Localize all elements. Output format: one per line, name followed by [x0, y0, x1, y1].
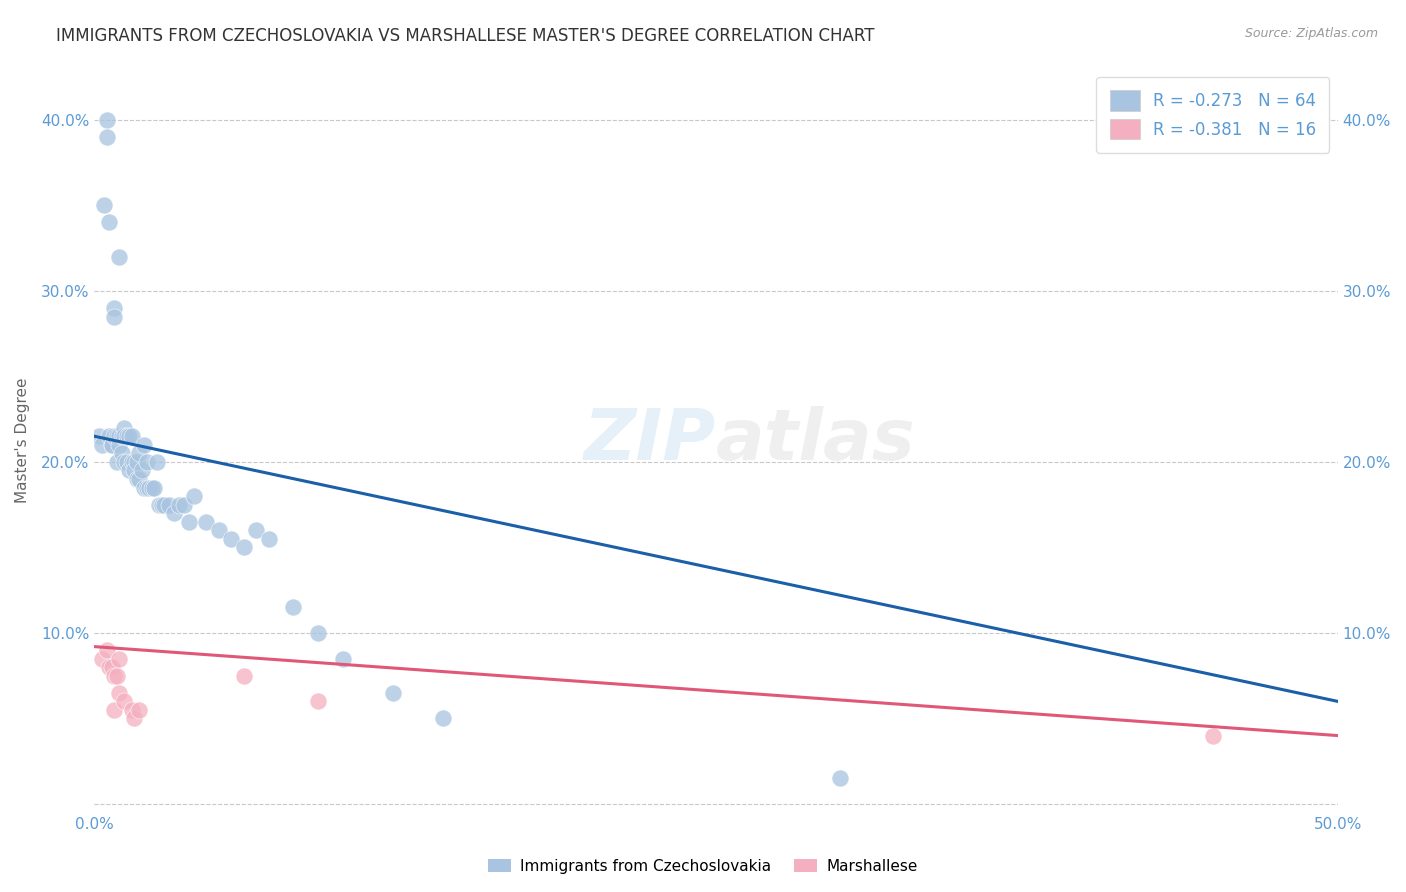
- Point: [135, 481, 157, 495]
- Text: IMMIGRANTS FROM CZECHOSLOVAKIA VS MARSHALLESE MASTER'S DEGREE CORRELATION CHART: IMMIGRANTS FROM CZECHOSLOVAKIA VS MARSHA…: [56, 27, 875, 45]
- Point: [125, 455, 148, 469]
- Point: [108, 651, 131, 665]
- Point: [98, 429, 121, 443]
- Point: [103, 703, 125, 717]
- Text: atlas: atlas: [716, 406, 915, 475]
- Point: [115, 429, 138, 443]
- Point: [135, 455, 157, 469]
- Point: [96, 112, 118, 127]
- Text: Source: ZipAtlas.com: Source: ZipAtlas.com: [1244, 27, 1378, 40]
- Point: [103, 669, 125, 683]
- Point: [143, 481, 166, 495]
- Point: [283, 600, 305, 615]
- Point: [105, 429, 128, 443]
- Point: [108, 429, 131, 443]
- Point: [111, 429, 134, 443]
- Point: [232, 669, 254, 683]
- Point: [101, 660, 124, 674]
- Point: [134, 438, 156, 452]
- Point: [112, 694, 135, 708]
- Point: [150, 498, 173, 512]
- Point: [118, 429, 141, 443]
- Point: [122, 455, 145, 469]
- Point: [118, 463, 141, 477]
- Point: [108, 438, 131, 452]
- Point: [90, 438, 112, 452]
- Point: [121, 429, 143, 443]
- Point: [177, 515, 200, 529]
- Point: [111, 446, 134, 460]
- Point: [121, 455, 143, 469]
- Point: [232, 541, 254, 555]
- Point: [89, 429, 111, 443]
- Point: [145, 455, 167, 469]
- Point: [112, 420, 135, 434]
- Point: [108, 250, 131, 264]
- Point: [153, 498, 176, 512]
- Point: [105, 669, 128, 683]
- Text: ZIP: ZIP: [583, 406, 716, 475]
- Point: [93, 198, 115, 212]
- Point: [1202, 729, 1225, 743]
- Point: [90, 651, 112, 665]
- Point: [122, 463, 145, 477]
- Point: [167, 498, 190, 512]
- Point: [96, 643, 118, 657]
- Point: [115, 455, 138, 469]
- Point: [103, 310, 125, 324]
- Point: [122, 711, 145, 725]
- Point: [432, 711, 454, 725]
- Point: [108, 686, 131, 700]
- Point: [128, 472, 150, 486]
- Point: [307, 626, 329, 640]
- Point: [96, 130, 118, 145]
- Point: [112, 429, 135, 443]
- Point: [257, 532, 280, 546]
- Point: [148, 498, 170, 512]
- Point: [98, 215, 121, 229]
- Point: [125, 472, 148, 486]
- Point: [307, 694, 329, 708]
- Point: [103, 429, 125, 443]
- Point: [128, 446, 150, 460]
- Point: [195, 515, 218, 529]
- Point: [138, 481, 160, 495]
- Point: [219, 532, 242, 546]
- Point: [173, 498, 195, 512]
- Point: [121, 703, 143, 717]
- Point: [101, 438, 124, 452]
- Point: [183, 489, 205, 503]
- Y-axis label: Master's Degree: Master's Degree: [15, 378, 30, 503]
- Point: [98, 660, 121, 674]
- Point: [101, 438, 124, 452]
- Point: [103, 301, 125, 315]
- Point: [332, 651, 354, 665]
- Point: [245, 524, 267, 538]
- Point: [134, 481, 156, 495]
- Point: [128, 703, 150, 717]
- Point: [105, 455, 128, 469]
- Point: [112, 455, 135, 469]
- Point: [208, 524, 231, 538]
- Point: [157, 498, 180, 512]
- Legend: R = -0.273   N = 64, R = -0.381   N = 16: R = -0.273 N = 64, R = -0.381 N = 16: [1097, 77, 1329, 153]
- Point: [163, 506, 186, 520]
- Point: [141, 481, 163, 495]
- Point: [830, 772, 852, 786]
- Point: [131, 463, 153, 477]
- Legend: Immigrants from Czechoslovakia, Marshallese: Immigrants from Czechoslovakia, Marshall…: [482, 853, 924, 880]
- Point: [381, 686, 404, 700]
